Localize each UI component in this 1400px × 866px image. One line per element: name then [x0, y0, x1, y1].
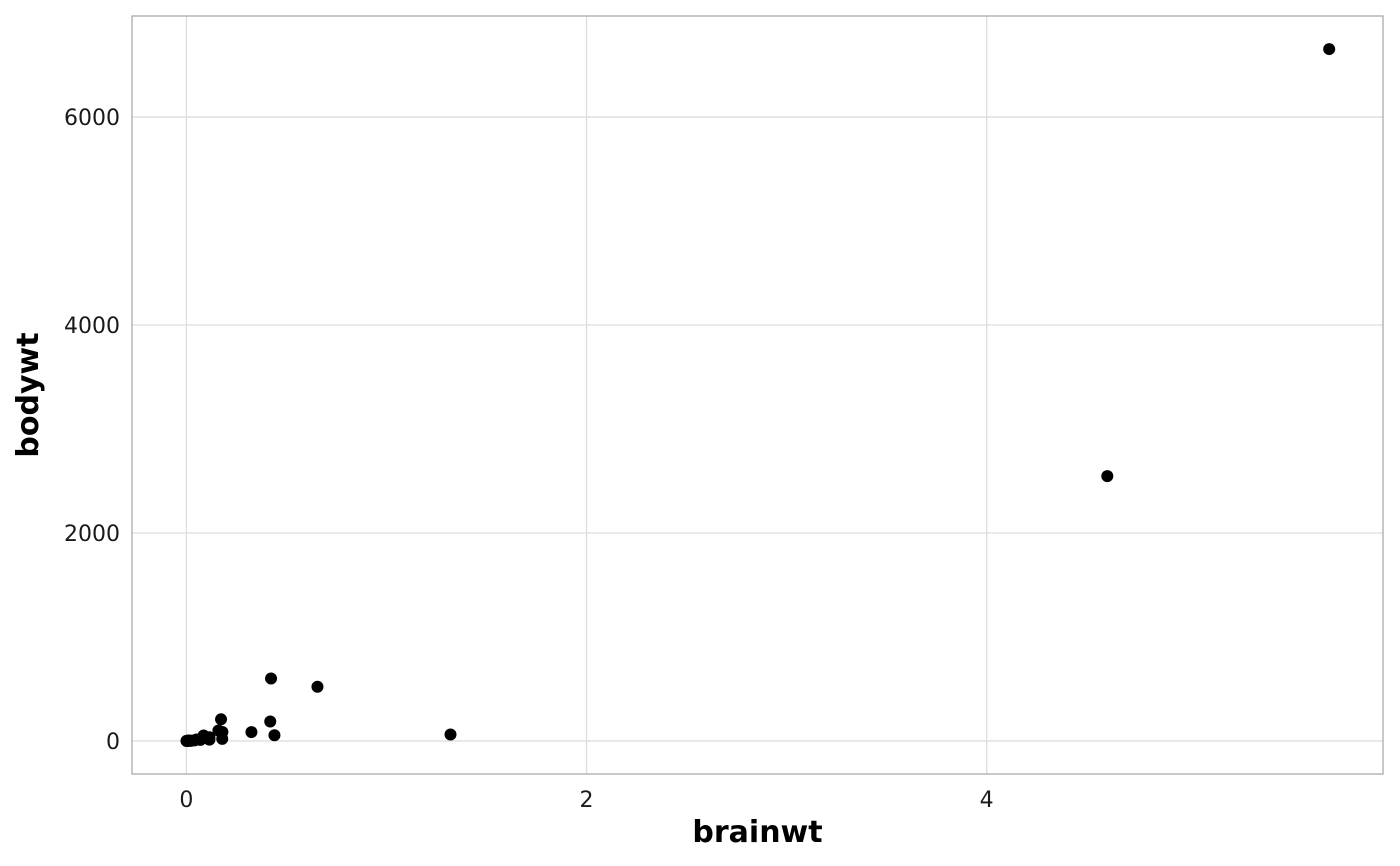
data-point [264, 715, 277, 728]
y-axis-title: bodywt [11, 332, 46, 457]
x-axis-title: brainwt [692, 815, 822, 850]
data-point [1101, 470, 1114, 483]
data-point [265, 672, 278, 685]
data-point [245, 726, 258, 739]
x-tick-label: 2 [580, 788, 594, 813]
plot-panel-border [131, 15, 1384, 775]
x-tick-label: 4 [980, 788, 994, 813]
y-tick-label: 4000 [64, 314, 120, 339]
y-tick-label: 2000 [64, 522, 120, 547]
y-tick-label: 0 [106, 730, 120, 755]
points-layer [180, 43, 1336, 747]
grid-layer [132, 16, 1383, 774]
data-point [180, 734, 193, 747]
data-point [444, 728, 457, 741]
x-tick-label: 0 [179, 788, 193, 813]
ticks-layer: 0 2 4 0 2000 4000 6000 [64, 106, 994, 813]
data-point [268, 729, 281, 742]
data-point [1323, 43, 1336, 56]
data-point [311, 680, 324, 693]
y-tick-label: 6000 [64, 106, 120, 131]
data-point [212, 724, 225, 737]
data-point [215, 713, 228, 726]
